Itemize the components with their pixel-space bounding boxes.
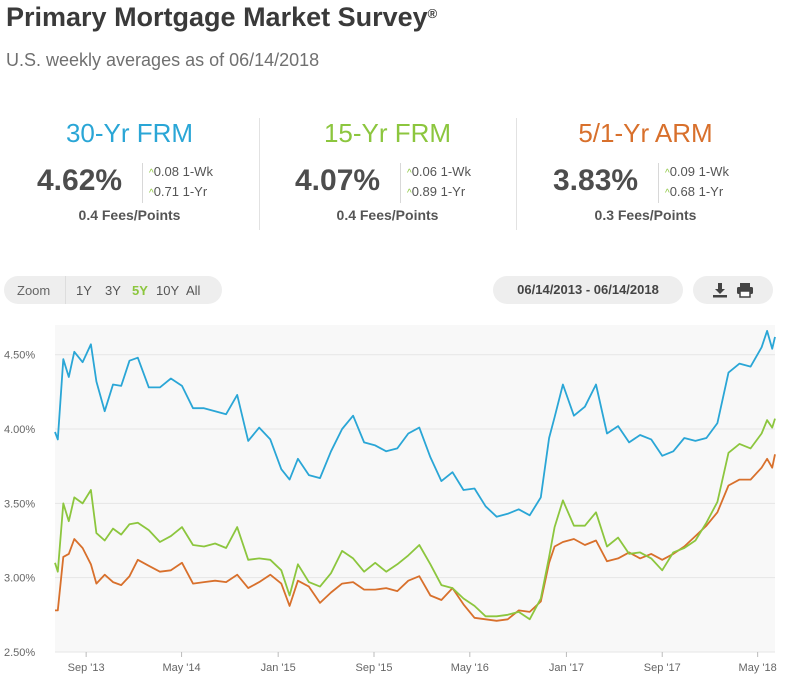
stat-changes: ^0.08 1-Wk ^0.71 1-Yr <box>142 163 213 203</box>
y-tick-label: 2.50% <box>4 647 35 659</box>
download-icon[interactable] <box>712 282 728 298</box>
x-tick-label: Sep '15 <box>356 662 393 674</box>
zoom-separator <box>65 276 66 304</box>
up-arrow-icon: ^ <box>149 168 154 179</box>
x-tick-label: Jan '17 <box>549 662 584 674</box>
y-tick-label: 3.50% <box>4 498 35 510</box>
registered-mark: ® <box>427 6 438 21</box>
date-range-button[interactable]: 06/14/2013 - 06/14/2018 <box>493 276 683 304</box>
x-tick-label: May '14 <box>162 662 200 674</box>
up-arrow-icon: ^ <box>665 188 670 199</box>
zoom-label: Zoom <box>17 283 51 298</box>
stat-name: 5/1-Yr ARM <box>578 118 713 148</box>
zoom-option-3y[interactable]: 3Y <box>105 283 121 298</box>
stat-year-value: 0.89 1-Yr <box>411 184 466 199</box>
stat-year-change: ^0.71 1-Yr <box>149 183 213 203</box>
stat-5-1yr-arm: 5/1-Yr ARM 3.83% ^0.09 1-Wk ^0.68 1-Yr 0… <box>518 118 773 223</box>
y-tick-label: 4.50% <box>4 350 35 362</box>
chart-tools <box>693 276 773 304</box>
stat-week-change: ^0.08 1-Wk <box>149 163 213 183</box>
stat-rate: 4.07% <box>295 164 381 197</box>
stat-row: 3.83% ^0.09 1-Wk ^0.68 1-Yr <box>518 155 773 207</box>
stat-rate: 4.62% <box>37 164 123 197</box>
series-lines <box>54 329 776 622</box>
stat-rate: 3.83% <box>553 164 639 197</box>
title-text: Primary Mortgage Market Survey <box>6 2 428 32</box>
y-axis-ticks: 2.50% 3.00% 3.50% 4.00% 4.50% <box>4 350 35 659</box>
stat-divider <box>259 118 260 230</box>
stat-week-change: ^0.09 1-Wk <box>665 163 729 183</box>
y-tick-label: 3.00% <box>4 573 35 585</box>
stat-row: 4.07% ^0.06 1-Wk ^0.89 1-Yr <box>260 155 515 207</box>
stat-changes: ^0.06 1-Wk ^0.89 1-Yr <box>400 163 471 203</box>
stat-divider <box>516 118 517 230</box>
x-tick-label: Sep '13 <box>68 662 105 674</box>
plot-background <box>55 325 775 652</box>
rate-history-chart: 2.50% 3.00% 3.50% 4.00% 4.50% Sep '13 May '14… <box>4 325 777 674</box>
stat-changes: ^0.09 1-Wk ^0.68 1-Yr <box>658 163 729 203</box>
stat-row: 4.62% ^0.08 1-Wk ^0.71 1-Yr <box>2 155 257 207</box>
stat-fees: 0.4 Fees/Points <box>336 207 439 223</box>
up-arrow-icon: ^ <box>149 188 154 199</box>
up-arrow-icon: ^ <box>665 168 670 179</box>
zoom-option-10y[interactable]: 10Y <box>156 283 180 298</box>
x-tick-label: May '16 <box>451 662 489 674</box>
up-arrow-icon: ^ <box>407 188 412 199</box>
print-icon[interactable] <box>736 282 754 298</box>
x-tick-label: May '18 <box>739 662 777 674</box>
stat-year-change: ^0.68 1-Yr <box>665 183 729 203</box>
series-line-1 <box>54 418 776 621</box>
series-line-0 <box>54 329 776 518</box>
stat-fees: 0.4 Fees/Points <box>78 207 181 223</box>
stat-15yr-frm: 15-Yr FRM 4.07% ^0.06 1-Wk ^0.89 1-Yr 0.… <box>260 118 515 223</box>
stat-30yr-frm: 30-Yr FRM 4.62% ^0.08 1-Wk ^0.71 1-Yr 0.… <box>2 118 257 223</box>
stat-year-value: 0.68 1-Yr <box>669 184 724 199</box>
stat-name: 30-Yr FRM <box>65 118 194 148</box>
zoom-selector: Zoom 1Y 3Y 5Y 10Y All <box>4 276 222 304</box>
stat-week-value: 0.09 1-Wk <box>669 164 729 179</box>
y-tick-label: 4.00% <box>4 424 35 436</box>
x-tick-label: Jan '15 <box>261 662 296 674</box>
x-tick-label: Sep '17 <box>644 662 681 674</box>
stat-year-change: ^0.89 1-Yr <box>407 183 471 203</box>
stat-year-value: 0.71 1-Yr <box>153 184 208 199</box>
zoom-option-5y[interactable]: 5Y <box>132 283 148 298</box>
series-line-2 <box>55 454 776 622</box>
x-axis-ticks: Sep '13 May '14 Jan '15 Sep '15 May '16 Jan '… <box>68 652 777 674</box>
zoom-option-1y[interactable]: 1Y <box>76 283 92 298</box>
stat-week-change: ^0.06 1-Wk <box>407 163 471 183</box>
page-subtitle: U.S. weekly averages as of 06/14/2018 <box>6 50 320 70</box>
stat-name: 15-Yr FRM <box>323 118 452 148</box>
stat-week-value: 0.08 1-Wk <box>153 164 213 179</box>
stat-week-value: 0.06 1-Wk <box>411 164 471 179</box>
stat-fees: 0.3 Fees/Points <box>594 207 697 223</box>
page-title: Primary Mortgage Market Survey® <box>6 2 437 33</box>
zoom-option-all[interactable]: All <box>186 283 201 298</box>
up-arrow-icon: ^ <box>407 168 412 179</box>
